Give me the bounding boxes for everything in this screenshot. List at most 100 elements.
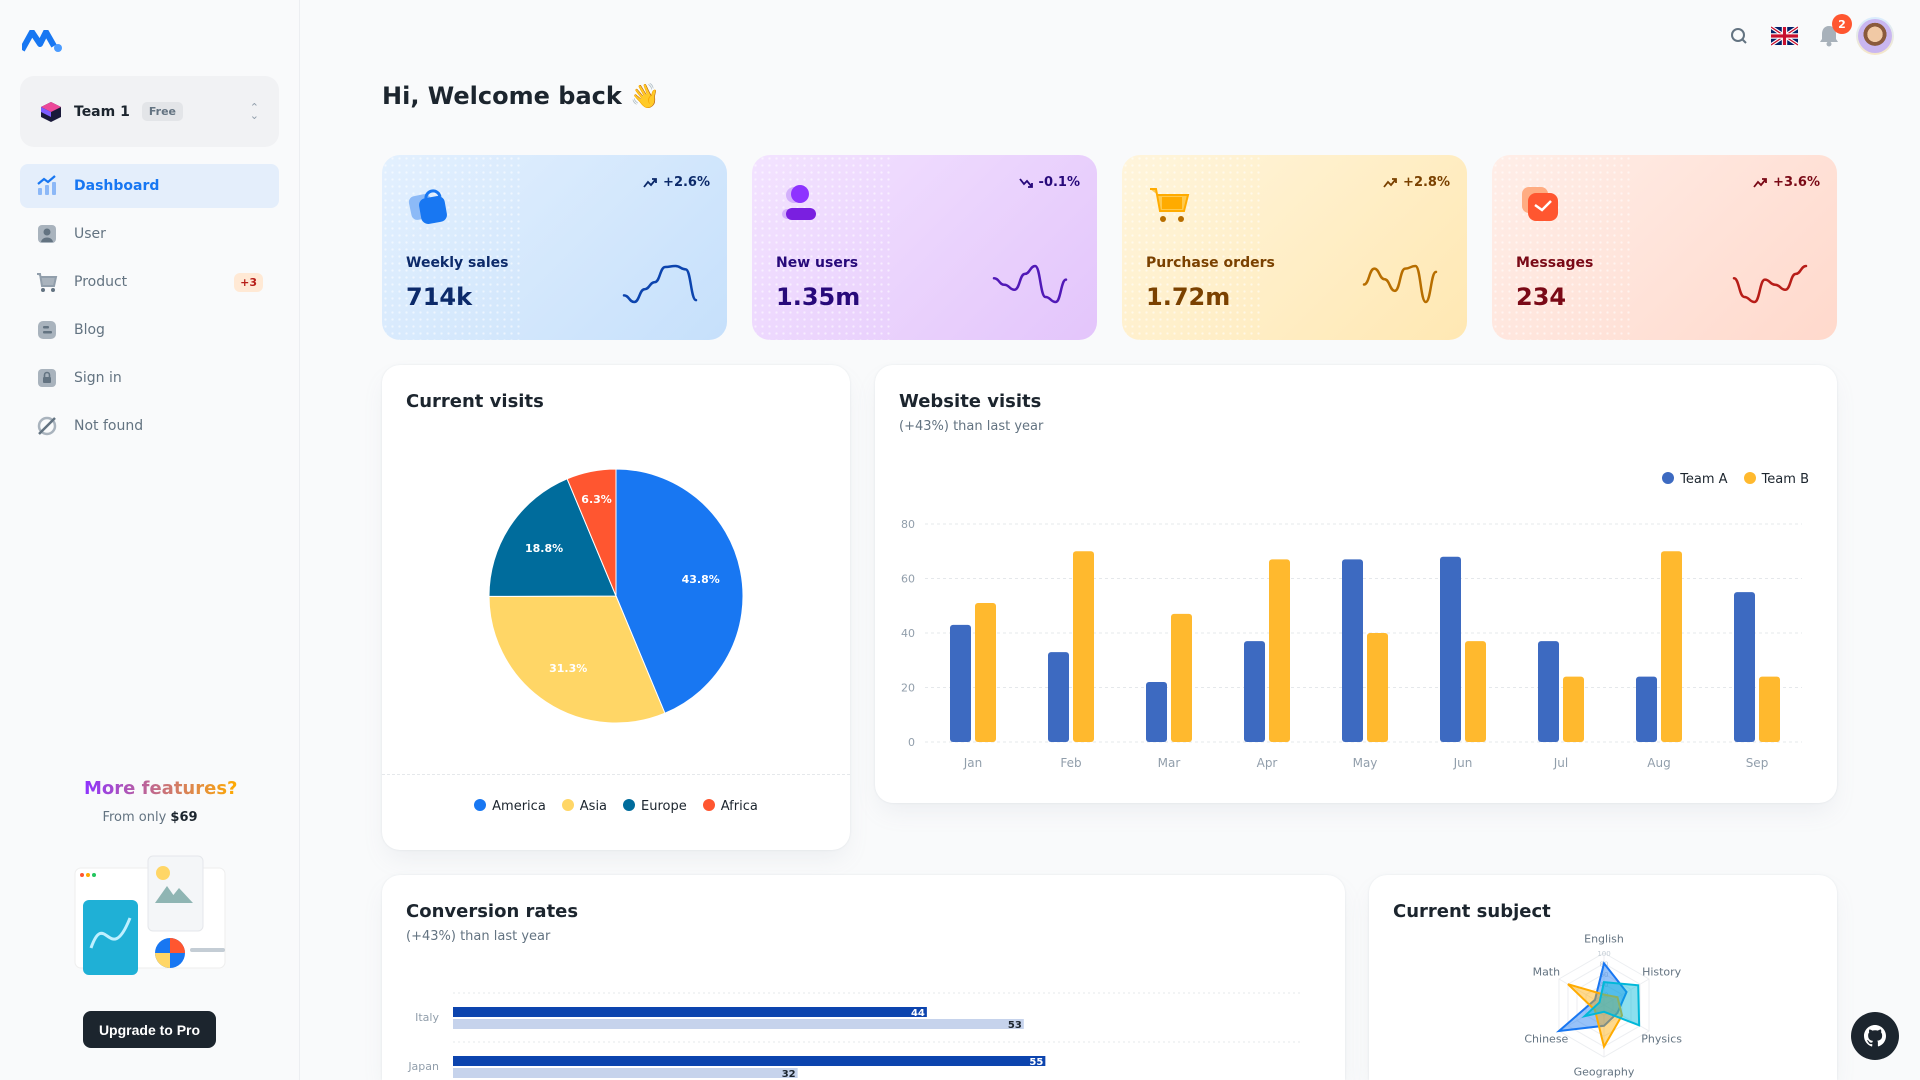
legend-item[interactable]: Team A	[1662, 472, 1728, 487]
pie-legend: America Asia Europe Africa	[382, 799, 850, 814]
stat-label: Purchase orders	[1146, 255, 1275, 271]
github-icon	[1864, 1025, 1886, 1047]
team-name: Team 1	[74, 103, 130, 120]
sparkline	[992, 264, 1068, 304]
promo-from: From only	[102, 810, 167, 825]
sidebar: Team 1 Free ⌃ ⌄ Dashboard User Product +3 Blo…	[0, 0, 300, 1080]
sidebar-item-user[interactable]: User	[20, 212, 279, 256]
trend: -0.1%	[1018, 175, 1080, 190]
legend-dot	[702, 799, 715, 811]
user-icon	[36, 223, 58, 245]
sidebar-item-label: Sign in	[74, 370, 122, 386]
promo-amount: $69	[170, 810, 198, 825]
sidebar-item-blog[interactable]: Blog	[20, 308, 279, 352]
stat-card-new-users: -0.1% New users 1.35m	[752, 155, 1097, 340]
bar-team-a-aug	[1636, 676, 1657, 742]
trend-up-icon	[1753, 177, 1767, 188]
x-tick-label: Jul	[1553, 756, 1568, 770]
lock-icon	[36, 367, 58, 389]
stat-value: 1.35m	[776, 283, 861, 311]
team-switcher[interactable]: Team 1 Free ⌃ ⌄	[20, 76, 279, 147]
sparkline	[622, 264, 698, 304]
bar-chart: 0 20 40 60 80 Jan Feb Mar Apr May Jun Jul Aug Sep	[901, 518, 1802, 770]
github-button[interactable]	[1851, 1012, 1899, 1060]
axis-label: Physics	[1641, 1032, 1682, 1045]
legend-item[interactable]: Europe	[623, 799, 687, 814]
promo-illustration	[74, 855, 226, 975]
y-tick-label: 0	[908, 736, 915, 749]
disabled-icon	[36, 415, 58, 437]
stat-value: 714k	[406, 283, 473, 311]
sidebar-item-product[interactable]: Product +3	[20, 260, 279, 304]
legend-label: Team A	[1680, 472, 1728, 487]
stat-label: Messages	[1516, 255, 1594, 271]
dot-pattern	[752, 155, 892, 340]
dot-pattern	[1122, 155, 1262, 340]
current-visits-card: Current visits 43.8% 31.3% 18.8% 6.3% Ameri…	[382, 365, 850, 850]
legend-label: Asia	[579, 799, 608, 814]
team-logo-icon	[41, 101, 61, 122]
y-tick-label: 40	[901, 627, 915, 640]
x-tick-label: Feb	[1060, 756, 1081, 770]
logo-icon[interactable]	[22, 30, 62, 52]
radar-chart: 20406080100EnglishHistoryPhysicsGeograph…	[1524, 932, 1682, 1078]
notification-badge: 2	[1832, 14, 1852, 34]
page-title: Hi, Welcome back 👋	[382, 82, 661, 110]
category-label: Italy	[415, 1011, 439, 1024]
bar-team-a-mar	[1146, 682, 1167, 742]
legend-item[interactable]: Team B	[1743, 472, 1809, 487]
bar-team-a-sep	[1734, 592, 1755, 742]
cart-icon	[36, 271, 58, 293]
pie-slice-asia	[488, 595, 666, 724]
stat-label: New users	[776, 255, 859, 271]
trend: +2.6%	[643, 175, 710, 190]
sidebar-item-dashboard[interactable]: Dashboard	[20, 164, 279, 208]
pie-chart: 43.8% 31.3% 18.8% 6.3%	[488, 468, 744, 724]
trend: +2.8%	[1383, 175, 1450, 190]
sidebar-item-sign-in[interactable]: Sign in	[20, 356, 279, 400]
legend-dot	[1743, 472, 1756, 484]
trend-down-icon	[1018, 177, 1033, 188]
sidebar-item-not-found[interactable]: Not found	[20, 404, 279, 448]
divider	[382, 774, 850, 775]
legend-item[interactable]: America	[474, 799, 546, 814]
dot-pattern	[382, 155, 522, 340]
axis-label: Math	[1533, 966, 1561, 979]
bar-japan	[453, 1056, 1046, 1066]
data-label: 32	[782, 1069, 796, 1080]
bar-team-b-jul	[1563, 676, 1584, 742]
legend-dot	[623, 799, 636, 811]
bar-team-a-jan	[950, 624, 971, 742]
language-flag-icon[interactable]	[1771, 26, 1798, 46]
avatar[interactable]	[1856, 17, 1894, 55]
sidebar-item-label: User	[74, 226, 106, 242]
card-title: Current subject	[1393, 901, 1551, 922]
x-tick-label: Mar	[1158, 756, 1181, 770]
axis-label: History	[1642, 966, 1682, 979]
sparkline-path	[1362, 264, 1438, 304]
sidebar-item-label: Not found	[74, 418, 144, 434]
x-tick-label: Aug	[1647, 756, 1670, 770]
axis-label: English	[1584, 932, 1624, 945]
search-icon[interactable]	[1730, 27, 1748, 45]
trend-up-icon	[1383, 177, 1397, 188]
card-title: Conversion rates	[406, 901, 579, 922]
bar-italy	[453, 1019, 1024, 1029]
bar-team-b-feb	[1073, 551, 1094, 742]
conversion-bar-chart: Italy 44 53 Japan 55 32	[407, 992, 1302, 1080]
bar-team-b-mar	[1171, 613, 1192, 742]
pie-slice-europe	[488, 478, 617, 597]
legend-item[interactable]: Asia	[561, 799, 608, 814]
pie-slice-africa	[566, 468, 617, 597]
bar-team-a-apr	[1244, 641, 1265, 742]
bar-team-b-may	[1367, 633, 1388, 742]
pie-slice-america	[615, 468, 744, 714]
radar-series-3	[1581, 981, 1641, 1027]
sidebar-item-label: Dashboard	[74, 178, 160, 194]
bar-team-b-sep	[1759, 676, 1780, 742]
chevron-updown-icon: ⌃ ⌄	[249, 100, 259, 122]
legend-item[interactable]: Africa	[702, 799, 758, 814]
trend-value: -0.1%	[1038, 175, 1080, 190]
bar-team-a-jun	[1440, 556, 1461, 742]
upgrade-button[interactable]: Upgrade to Pro	[83, 1011, 216, 1048]
